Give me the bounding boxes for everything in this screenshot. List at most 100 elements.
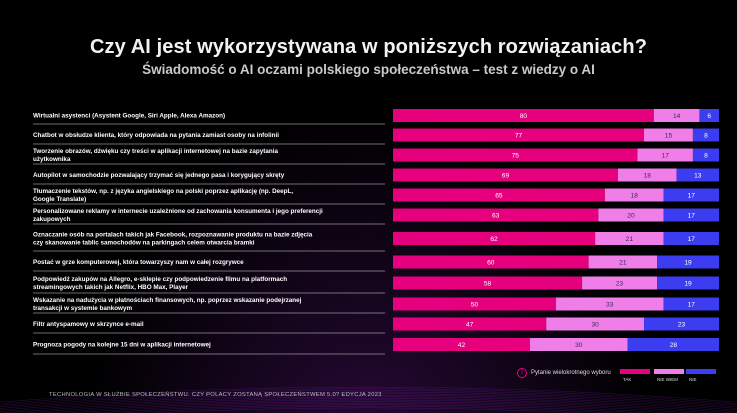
bar-value-label: 47	[466, 321, 474, 328]
bar-nie	[699, 109, 719, 122]
legend-note: ! Pytanie wielokrotnego wyboru	[517, 368, 611, 378]
bar-nie-wiem	[588, 255, 658, 269]
legend-note-text: Pytanie wielokrotnego wyboru	[531, 370, 611, 376]
bar-nie	[663, 188, 719, 202]
bar-value-label: 21	[619, 259, 627, 266]
bar-value-label: 19	[684, 259, 692, 266]
network-line	[116, 406, 620, 413]
bar-nie	[644, 317, 719, 331]
bar-value-label: 21	[626, 236, 634, 243]
network-line	[64, 402, 673, 413]
category-label-line: Wskazanie na nadużycia w płatnościach fi…	[33, 297, 302, 304]
footer-text: TECHNOLOGIA W SŁUŻBIE SPOŁECZEŃSTWU. CZY…	[49, 392, 382, 398]
bar-value-label: 23	[678, 321, 686, 328]
category-label-line: Wirtualni asystenci (Asystent Google, Si…	[33, 113, 225, 120]
bar-value-label: 13	[694, 172, 702, 179]
legend-label: TAK	[623, 377, 631, 382]
bar-nie-wiem	[546, 317, 645, 331]
category-label-line: Postać w grze komputerowej, która towarz…	[33, 259, 244, 266]
network-line	[0, 390, 737, 406]
bar-value-label: 6	[707, 113, 711, 120]
category-label: Wirtualni asystenci (Asystent Google, Si…	[33, 113, 225, 120]
bar-value-label: 17	[662, 152, 670, 159]
network-line	[0, 398, 737, 413]
bar-tak	[393, 276, 583, 290]
network-line	[0, 386, 737, 403]
category-label-line: Tłumaczenie tekstów, np. z języka angiel…	[33, 188, 293, 195]
category-label: Tłumaczenie tekstów, np. z języka angiel…	[33, 188, 293, 203]
category-label: Podpowiedź zakupów na Allegro, e-sklepie…	[33, 276, 287, 291]
category-label-line: czy skanowanie tablic samochodów na park…	[33, 240, 255, 247]
chart-subtitle: Świadomość o AI oczami polskiego społecz…	[142, 62, 595, 77]
bar-tak	[393, 109, 654, 122]
bar-nie	[657, 276, 719, 290]
category-label: Tworzenie obrazów, dźwięku czy treści w …	[33, 148, 278, 163]
category-label-line: użytkownika	[33, 156, 71, 163]
category-label-line: transakcji w systemie bankowym	[33, 305, 132, 312]
category-label-line: Personalizowane reklamy w internecie uza…	[33, 208, 323, 215]
network-line	[0, 391, 737, 407]
bar-value-label: 19	[684, 280, 692, 287]
category-label-line: Chatbot w obsłudze klienta, który odpowi…	[33, 132, 279, 139]
bar-tak	[393, 255, 589, 269]
bar-value-label: 77	[515, 132, 523, 139]
category-label-line: Prognoza pogody na kolejne 15 dni w apli…	[33, 342, 211, 349]
bar-nie-wiem	[582, 276, 658, 290]
bar-value-label: 69	[502, 172, 510, 179]
bar-nie	[657, 255, 719, 269]
bar-value-label: 63	[492, 212, 500, 219]
bar-value-label: 62	[490, 236, 498, 243]
bar-value-label: 33	[606, 301, 614, 308]
category-label-line: Google Translate)	[33, 196, 86, 203]
bar-nie	[663, 208, 719, 222]
info-icon: !	[517, 368, 527, 378]
category-label-line: Oznaczanie osób na portalach takich jak …	[33, 232, 313, 239]
bar-value-label: 80	[520, 113, 528, 120]
legend-label: NIE WIEM	[657, 377, 678, 382]
bar-value-label: 18	[644, 172, 652, 179]
decorative-network	[0, 386, 737, 413]
bar-nie	[627, 338, 719, 351]
bar-nie-wiem	[529, 338, 628, 351]
bar-nie	[676, 168, 719, 182]
network-line	[41, 401, 696, 413]
bar-nie-wiem	[556, 297, 664, 311]
bar-value-label: 42	[458, 342, 466, 349]
bar-value-label: 18	[631, 192, 639, 199]
category-label: Chatbot w obsłudze klienta, który odpowi…	[33, 132, 279, 139]
bar-value-label: 28	[670, 342, 678, 349]
bar-nie-wiem	[653, 109, 700, 122]
bar-nie-wiem	[617, 168, 677, 182]
network-line	[0, 396, 737, 412]
network-line	[20, 399, 717, 413]
bar-tak	[393, 317, 547, 331]
bar-value-label: 75	[512, 152, 520, 159]
bar-nie-wiem	[637, 148, 693, 162]
bar-nie-wiem	[644, 128, 693, 142]
category-label-line: streamingowych takich jak Netflix, HBO M…	[33, 284, 189, 291]
network-line	[147, 407, 590, 413]
category-label: Autopilot w samochodzie pozwalający trzy…	[33, 172, 285, 179]
category-label: Filtr antyspamowy w skrzynce e-mail	[33, 321, 144, 328]
bar-value-label: 65	[495, 192, 503, 199]
bar-value-label: 8	[704, 152, 708, 159]
bar-nie-wiem	[598, 208, 664, 222]
category-label-line: Filtr antyspamowy w skrzynce e-mail	[33, 321, 144, 328]
bar-value-label: 8	[704, 132, 708, 139]
category-label: Prognoza pogody na kolejne 15 dni w apli…	[33, 342, 211, 349]
bar-value-label: 60	[487, 259, 495, 266]
category-label-line: zakupowych	[33, 216, 71, 223]
category-label: Postać w grze komputerowej, która towarz…	[33, 259, 244, 266]
bar-value-label: 23	[616, 280, 624, 287]
bar-value-label: 15	[665, 132, 673, 139]
bar-nie	[663, 297, 719, 311]
bar-value-label: 50	[471, 301, 479, 308]
bar-value-label: 17	[688, 301, 696, 308]
bar-nie-wiem	[595, 232, 664, 245]
bar-value-label: 17	[688, 212, 696, 219]
network-line	[0, 388, 737, 404]
category-label-line: Tworzenie obrazów, dźwięku czy treści w …	[33, 148, 278, 155]
bar-tak	[393, 168, 618, 182]
